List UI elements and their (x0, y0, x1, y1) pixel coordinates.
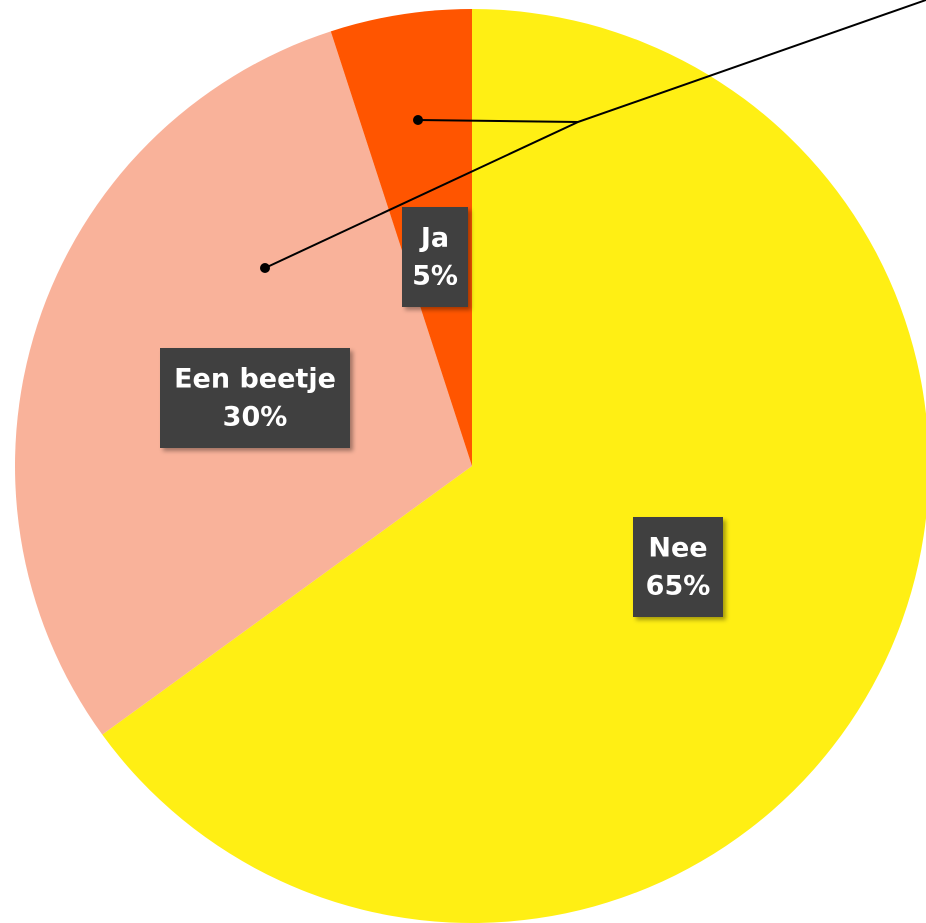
pie (15, 9, 926, 923)
pie-slice (330, 9, 472, 466)
value-label: 5% (412, 261, 458, 292)
leader-dot (260, 263, 270, 273)
leader-dot (413, 115, 423, 125)
data-labels: Nee 65% Een beetje 30% Ja 5% (160, 207, 723, 617)
label-box (160, 348, 350, 448)
value-label: 30% (223, 402, 288, 433)
category-label: Nee (648, 533, 707, 564)
leader-lines (260, 0, 926, 273)
pie-slice (102, 9, 926, 923)
value-label: 65% (646, 571, 711, 602)
label-box (402, 207, 468, 307)
leader-line (264, 121, 579, 269)
category-label: Ja (419, 223, 449, 254)
label-box (633, 517, 723, 617)
category-label: Een beetje (174, 364, 336, 395)
